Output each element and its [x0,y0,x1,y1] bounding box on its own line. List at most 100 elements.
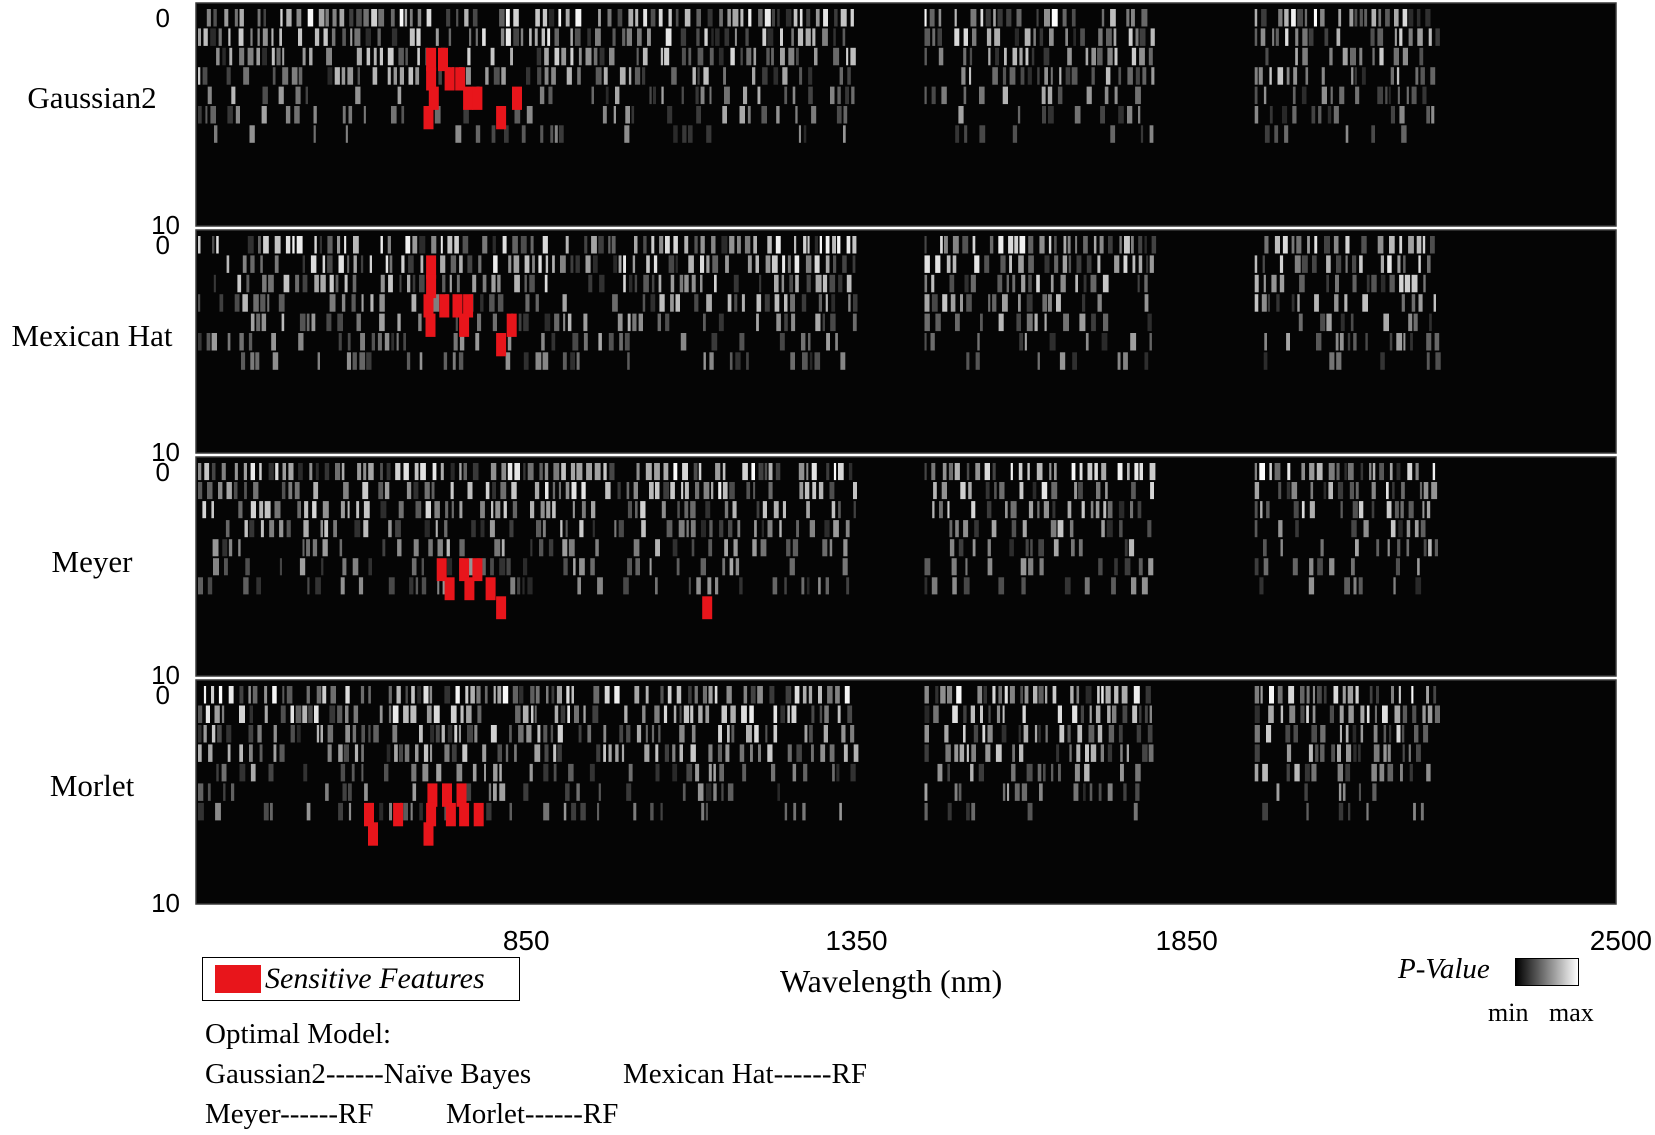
pvalue-cell [459,333,465,351]
pvalue-cell [256,47,260,66]
pvalue-cell [295,86,301,105]
pvalue-cell [767,28,774,46]
pvalue-cell [1144,236,1147,254]
pvalue-cell [846,577,850,595]
pvalue-cell [670,294,674,312]
pvalue-cell [837,236,841,254]
pvalue-cell [327,725,334,743]
pvalue-cell [1286,744,1292,762]
pvalue-cell [938,47,944,66]
pvalue-cell [262,274,267,293]
pvalue-cell [501,67,506,85]
pvalue-cell [222,539,228,557]
pvalue-cell [313,125,316,143]
pvalue-cell [320,274,326,293]
pvalue-cell [681,86,684,105]
pvalue-cell [592,705,599,723]
pvalue-cell [321,558,324,576]
pvalue-cell [675,294,680,312]
pvalue-cell [450,705,457,723]
pvalue-cell [345,686,350,704]
pvalue-cell [1308,744,1313,762]
pvalue-cell [401,106,405,124]
pvalue-cell [691,725,696,743]
pvalue-cell [678,520,685,538]
pvalue-cell [490,47,495,66]
pvalue-cell [988,47,991,66]
pvalue-cell [212,236,215,254]
pvalue-cell [1054,255,1059,273]
pvalue-cell [246,274,250,293]
pvalue-cell [1075,236,1078,254]
pvalue-cell [519,686,524,704]
pvalue-cell [829,274,836,293]
pvalue-cell [1022,520,1027,538]
pvalue-cell [565,783,570,801]
pvalue-cell [970,9,977,27]
pvalue-cell [924,725,929,743]
pvalue-cell [589,763,595,782]
pvalue-cell [298,463,303,481]
pvalue-cell [843,744,848,762]
pvalue-cell [455,313,458,332]
pvalue-cell [1344,294,1348,312]
pvalue-cell [698,463,702,481]
pvalue-cell [467,47,471,66]
pvalue-cell [1298,313,1303,332]
pvalue-cell [1304,763,1310,782]
pvalue-cell [1012,47,1018,66]
pvalue-cell [387,236,391,254]
pvalue-cell [992,294,997,312]
pvalue-cell [472,463,479,481]
pvalue-cell [304,501,309,519]
pvalue-cell [335,463,341,481]
pvalue-cell [423,686,429,704]
pvalue-cell [796,520,799,538]
pvalue-cell [951,558,957,576]
pvalue-cell [708,744,713,762]
pvalue-cell [806,501,810,519]
pvalue-cell [1025,539,1029,557]
pvalue-cell [987,558,993,576]
pvalue-cell [1306,686,1310,704]
pvalue-cell [1422,236,1426,254]
pvalue-cell [688,47,692,66]
pvalue-cell [560,520,563,538]
pvalue-cell [645,725,648,743]
pvalue-cell [1413,802,1416,821]
pvalue-cell [411,558,417,576]
pvalue-cell [1326,255,1331,273]
pvalue-cell [463,106,469,124]
pvalue-cell [259,501,264,519]
pvalue-cell [624,125,630,143]
pvalue-cell [635,558,640,576]
pvalue-cell [1400,763,1403,782]
pvalue-cell [1428,539,1432,557]
pvalue-cell [249,744,253,762]
pvalue-cell [1073,783,1079,801]
pvalue-cell [309,463,313,481]
pvalue-cell [847,67,851,85]
pvalue-cell [954,28,960,46]
pvalue-cell [740,47,743,66]
y-tick-label: 10 [151,660,180,690]
pvalue-cell [544,274,548,293]
pvalue-cell [412,274,416,293]
pvalue-cell [227,744,231,762]
pvalue-cell [550,725,554,743]
pvalue-cell [1430,67,1436,85]
pvalue-cell [1147,313,1152,332]
pvalue-cell [387,67,391,85]
pvalue-cell [1139,463,1143,481]
pvalue-cell [399,744,403,762]
pvalue-cell [694,236,698,254]
pvalue-cell [1306,802,1309,821]
pvalue-cell [1045,686,1048,704]
pvalue-cell [467,482,473,500]
pvalue-cell [349,9,354,27]
pvalue-cell [1258,67,1263,85]
pvalue-cell [1036,274,1040,293]
pvalue-cell [627,501,632,519]
pvalue-cell [767,236,772,254]
pvalue-cell [258,236,261,254]
